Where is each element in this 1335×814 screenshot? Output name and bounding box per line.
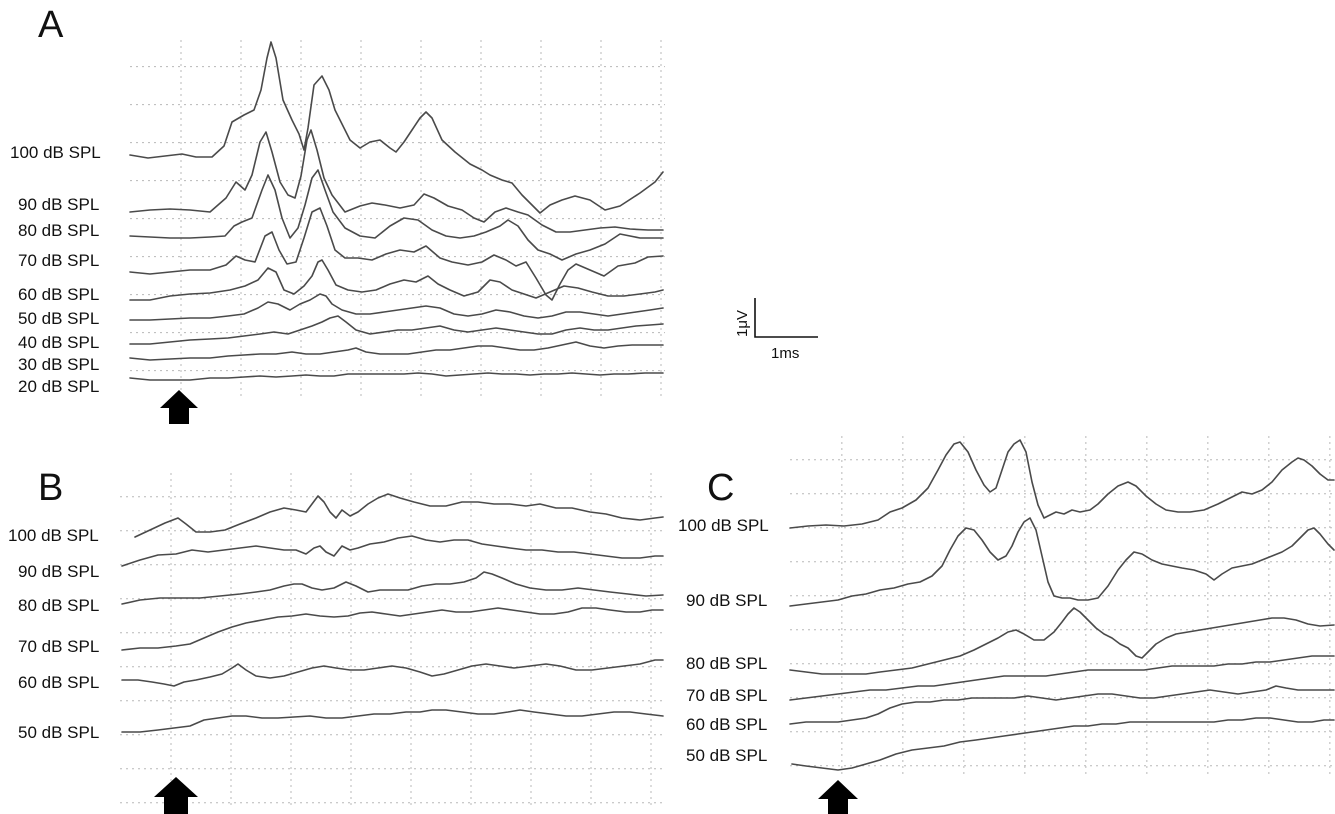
panel-b-trace-100	[134, 493, 664, 538]
panel-c-stimulus-onset-arrow-icon	[818, 780, 858, 814]
scale-bar-amplitude-label: 1μV	[734, 310, 751, 337]
panel-b-label-50: 50 dB SPL	[18, 723, 99, 742]
panel-c-label-100: 100 dB SPL	[678, 516, 769, 535]
panel-c-trace-80	[789, 607, 1335, 675]
panel-a-trace-60	[129, 259, 664, 301]
panel-b-label-80: 80 dB SPL	[18, 596, 99, 615]
panel-a-trace-100	[129, 41, 664, 214]
panel-b-grid	[120, 473, 665, 808]
panel-c-grid	[790, 436, 1335, 778]
panel-c-trace-50	[791, 717, 1335, 771]
panel-a-label-30: 30 dB SPL	[18, 355, 99, 374]
panel-c: C 100 dB SPL 90 dB SPL 80 dB SPL 70 dB S…	[678, 436, 1335, 814]
panel-a-trace-40	[129, 315, 664, 345]
panel-c-label-50: 50 dB SPL	[686, 746, 767, 765]
panel-a-trace-20	[129, 372, 664, 381]
panel-c-trace-100	[789, 439, 1335, 529]
panel-c-trace-90	[789, 517, 1335, 607]
panel-c-letter: C	[707, 467, 734, 509]
panel-b-label-90: 90 dB SPL	[18, 562, 99, 581]
scale-bar-lines	[754, 298, 818, 338]
panel-a-stimulus-onset-arrow-icon	[160, 390, 198, 424]
panel-c-label-60: 60 dB SPL	[686, 715, 767, 734]
panel-b-stimulus-onset-arrow-icon	[154, 777, 198, 814]
panel-c-label-70: 70 dB SPL	[686, 686, 767, 705]
panel-a-label-50: 50 dB SPL	[18, 309, 99, 328]
panel-a: A 100 dB SPL 90 dB SPL 80 dB SPL 70 dB S…	[10, 4, 665, 424]
panel-c-label-80: 80 dB SPL	[686, 654, 767, 673]
panel-a-label-70: 70 dB SPL	[18, 251, 99, 270]
panel-b-trace-80	[121, 571, 664, 605]
panel-c-label-90: 90 dB SPL	[686, 591, 767, 610]
panel-a-label-100: 100 dB SPL	[10, 143, 101, 162]
panel-b-letter: B	[38, 467, 63, 509]
panel-a-label-80: 80 dB SPL	[18, 221, 99, 240]
panel-c-trace-60	[789, 685, 1335, 725]
panel-a-trace-70	[129, 207, 664, 301]
panel-a-trace-80	[129, 169, 664, 261]
panel-b-label-60: 60 dB SPL	[18, 673, 99, 692]
panel-c-trace-70	[789, 655, 1335, 701]
scale-bar-time-label: 1ms	[771, 345, 799, 362]
panel-b-trace-90	[121, 535, 664, 567]
panel-a-grid	[130, 40, 665, 400]
panel-a-trace-90	[129, 129, 664, 233]
scale-bar: 1μV 1ms	[734, 298, 818, 362]
panel-a-trace-50	[129, 293, 664, 321]
panel-a-letter: A	[38, 4, 64, 46]
panel-b-trace-60	[121, 659, 664, 687]
panel-a-label-20: 20 dB SPL	[18, 377, 99, 396]
panel-b-trace-70	[121, 607, 664, 651]
panel-b-label-100: 100 dB SPL	[8, 526, 99, 545]
panel-b-label-70: 70 dB SPL	[18, 637, 99, 656]
panel-a-trace-30	[129, 341, 664, 361]
panel-b: B 100 dB SPL 90 dB SPL 80 dB SPL 70 dB S…	[8, 467, 665, 814]
panel-a-label-90: 90 dB SPL	[18, 195, 99, 214]
panel-b-trace-50	[121, 709, 664, 733]
panel-a-label-40: 40 dB SPL	[18, 333, 99, 352]
panel-a-label-60: 60 dB SPL	[18, 285, 99, 304]
